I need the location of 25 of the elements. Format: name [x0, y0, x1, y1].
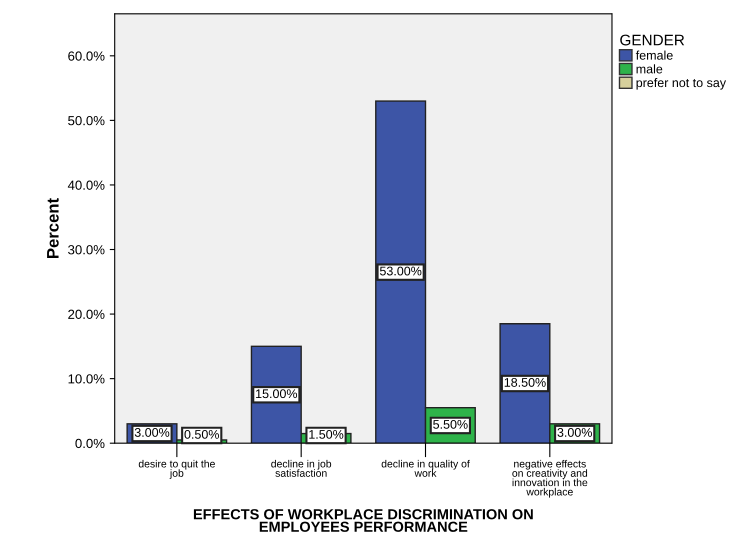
y-tick-label: 50.0%	[68, 116, 105, 126]
data-label: 3.00%	[134, 428, 170, 437]
data-label: 15.00%	[256, 389, 298, 398]
data-label: 5.50%	[433, 420, 468, 429]
data-label: 0.50%	[184, 430, 219, 439]
legend-label: male	[636, 64, 662, 74]
x-tick-label: decline in job satisfaction	[271, 460, 332, 477]
legend-label: prefer not to say	[636, 78, 726, 90]
x-axis-title: EFFECTS OF WORKPLACE DISCRIMINATION ON EMPLOYEES PERFORMANCE	[194, 509, 533, 532]
legend-label: female	[636, 50, 673, 60]
legend-title: GENDER	[620, 34, 684, 46]
y-tick-label: 60.0%	[68, 51, 105, 61]
data-label: 3.00%	[557, 428, 592, 437]
y-tick-label: 30.0%	[68, 245, 105, 254]
y-tick-label: 20.0%	[68, 310, 105, 319]
data-label: 1.50%	[309, 430, 344, 439]
y-tick-label: 10.0%	[68, 374, 105, 384]
y-tick-label: 0.0%	[75, 438, 105, 448]
y-tick-label: 40.0%	[68, 180, 105, 190]
data-label: 18.50%	[504, 378, 546, 387]
x-tick-label: desire to quit the job	[138, 460, 215, 479]
data-label: 53.00%	[380, 266, 422, 276]
x-tick-label: decline in quality of work	[382, 460, 470, 477]
x-tick-label: negative effects on creativity and innovation in the workplace	[512, 460, 588, 498]
y-axis-title: Percent	[47, 198, 59, 258]
